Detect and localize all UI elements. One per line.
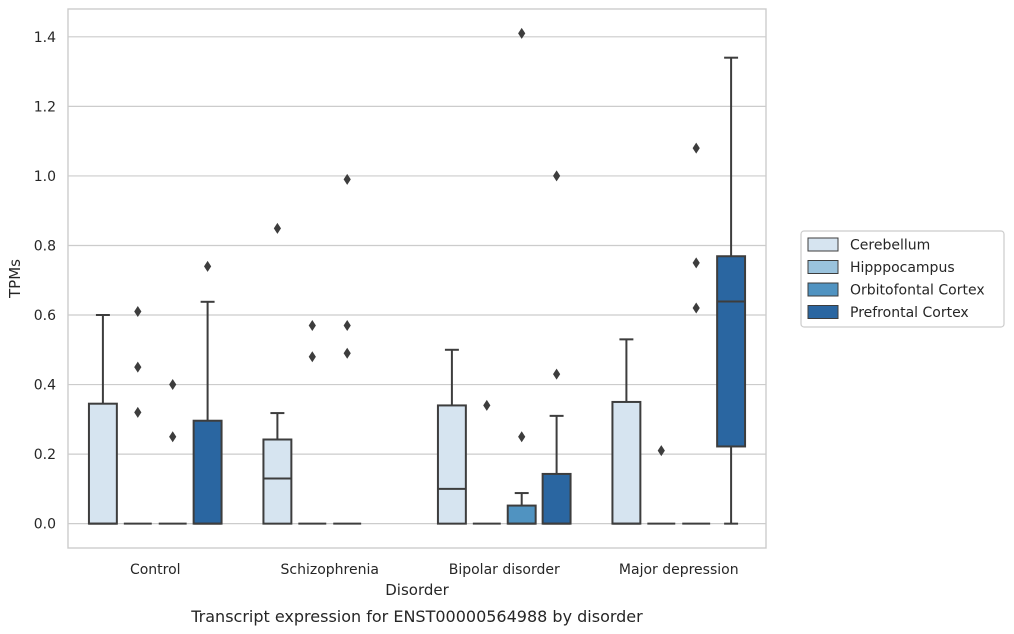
iqr-box xyxy=(262,438,293,525)
y-tick-label: 1.0 xyxy=(34,169,56,185)
y-tick-label: 0.2 xyxy=(34,447,56,463)
outlier-marker xyxy=(518,431,526,443)
y-tick-label: 0.8 xyxy=(34,238,56,254)
iqr-box xyxy=(87,402,118,525)
outlier-marker xyxy=(518,27,526,39)
box-plot-marks xyxy=(87,27,747,525)
y-tick-label: 0.6 xyxy=(34,308,56,324)
legend-label: Hipppocampus xyxy=(850,260,955,276)
iqr-box xyxy=(716,255,747,448)
outlier-marker xyxy=(657,445,665,457)
iqr-box xyxy=(611,400,642,525)
legend-label: Orbitofontal Cortex xyxy=(850,283,985,299)
box-hipppocampus xyxy=(647,445,676,525)
outlier-marker xyxy=(308,351,316,363)
box-orbitofontal-cortex xyxy=(333,173,362,525)
x-axis-ticks: Control Schizophrenia Bipolar disorder Majo… xyxy=(130,562,739,578)
box-cerebellum xyxy=(436,348,467,525)
outlier-marker xyxy=(134,306,142,318)
y-gridlines xyxy=(68,36,766,525)
legend: Cerebellum Hipppocampus Orbitofontal Corte… xyxy=(800,230,1005,328)
outlier-marker xyxy=(273,222,281,234)
outlier-marker xyxy=(343,347,351,359)
iqr-box xyxy=(506,504,537,525)
outlier-marker xyxy=(308,319,316,331)
outlier-marker xyxy=(553,170,561,182)
y-tick-label: 0.0 xyxy=(34,517,56,533)
y-tick-label: 1.4 xyxy=(34,30,56,46)
y-tick-label: 0.4 xyxy=(34,378,56,394)
box-hipppocampus xyxy=(298,319,327,525)
box-orbitofontal-cortex xyxy=(506,27,537,525)
plot-area-frame xyxy=(67,8,767,549)
x-tick-label: Bipolar disorder xyxy=(449,562,560,578)
box-prefrontal-cortex xyxy=(541,170,572,525)
outlier-marker xyxy=(169,431,177,443)
box-cerebellum xyxy=(262,222,293,525)
box-orbitofontal-cortex xyxy=(158,379,187,525)
legend-label: Cerebellum xyxy=(850,238,930,254)
x-tick-label: Major depression xyxy=(619,562,739,578)
chart-caption: Transcript expression for ENST0000056498… xyxy=(190,607,643,626)
outlier-marker xyxy=(692,257,700,269)
legend-swatch xyxy=(807,282,839,297)
box-orbitofontal-cortex xyxy=(682,142,711,525)
outlier-marker xyxy=(692,302,700,314)
x-tick-label: Schizophrenia xyxy=(281,562,379,578)
y-axis-ticks: 0.0 0.2 0.4 0.6 0.8 1.0 1.2 1.4 xyxy=(34,30,56,533)
legend-swatch xyxy=(807,237,839,252)
legend-swatch xyxy=(807,305,839,319)
y-axis-label: TPMs xyxy=(6,259,24,299)
outlier-marker xyxy=(692,142,700,154)
outlier-marker xyxy=(343,173,351,185)
outlier-marker xyxy=(134,361,142,373)
outlier-marker xyxy=(169,379,177,391)
legend-frame xyxy=(800,230,1005,328)
outlier-marker xyxy=(134,406,142,418)
iqr-box xyxy=(192,419,223,525)
outlier-marker xyxy=(553,368,561,380)
box-prefrontal-cortex xyxy=(192,260,223,525)
x-axis-label: Disorder xyxy=(385,581,449,599)
box-hipppocampus xyxy=(123,306,152,525)
box-prefrontal-cortex xyxy=(716,56,747,525)
outlier-marker xyxy=(204,260,212,272)
box-cerebellum xyxy=(611,338,642,525)
outlier-marker xyxy=(343,319,351,331)
box-cerebellum xyxy=(87,314,118,525)
legend-swatch xyxy=(807,260,839,274)
box-hipppocampus xyxy=(472,399,501,525)
x-tick-label: Control xyxy=(130,562,181,578)
y-tick-label: 1.2 xyxy=(34,99,56,115)
iqr-box xyxy=(436,404,467,525)
legend-label: Prefrontal Cortex xyxy=(850,305,969,321)
outlier-marker xyxy=(483,399,491,411)
iqr-box xyxy=(541,472,572,525)
